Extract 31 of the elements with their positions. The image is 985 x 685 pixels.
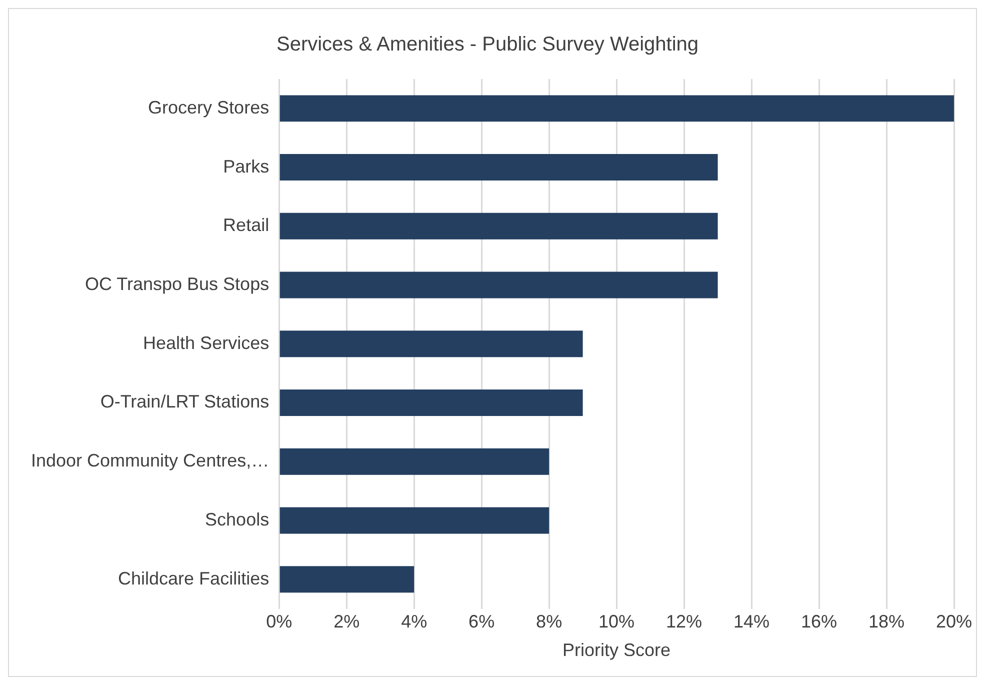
x-tick-label: 2%	[334, 612, 360, 632]
y-tick-label: Schools	[205, 509, 270, 530]
y-tick-label: OC Transpo Bus Stops	[84, 274, 270, 294]
bar	[280, 390, 583, 416]
bar	[280, 154, 718, 181]
y-tick-label: Retail	[223, 215, 270, 236]
y-tick-label: Grocery Stores	[148, 97, 270, 118]
bar	[280, 507, 550, 534]
bar	[280, 566, 414, 593]
x-tick-label: 10%	[598, 612, 635, 632]
y-tick-label: O-Train/LRT Stations	[100, 392, 270, 412]
bar	[280, 330, 583, 358]
x-tick-label: 6%	[468, 612, 495, 632]
x-tick-label: 14%	[734, 612, 770, 632]
chart-title: Services & Amenities - Public Survey Weighting	[276, 34, 699, 56]
x-tick-label: 18%	[868, 612, 905, 632]
x-tick-label: 8%	[536, 612, 562, 632]
bar	[280, 95, 954, 122]
x-tick-label: 12%	[666, 612, 702, 632]
x-tick-label: 16%	[801, 612, 838, 632]
bar	[280, 448, 550, 475]
bar	[280, 212, 718, 240]
x-tick-label: 4%	[401, 612, 428, 632]
y-tick-label: Parks	[223, 156, 270, 176]
x-tick-label: 20%	[936, 612, 972, 632]
y-tick-label: Childcare Facilities	[118, 568, 270, 588]
y-tick-label: Indoor Community Centres,…	[30, 450, 270, 471]
y-tick-label: Health Services	[143, 332, 270, 353]
bar	[280, 272, 718, 298]
x-tick-label: 0%	[266, 612, 292, 632]
x-axis-title: Priority Score	[562, 640, 671, 660]
